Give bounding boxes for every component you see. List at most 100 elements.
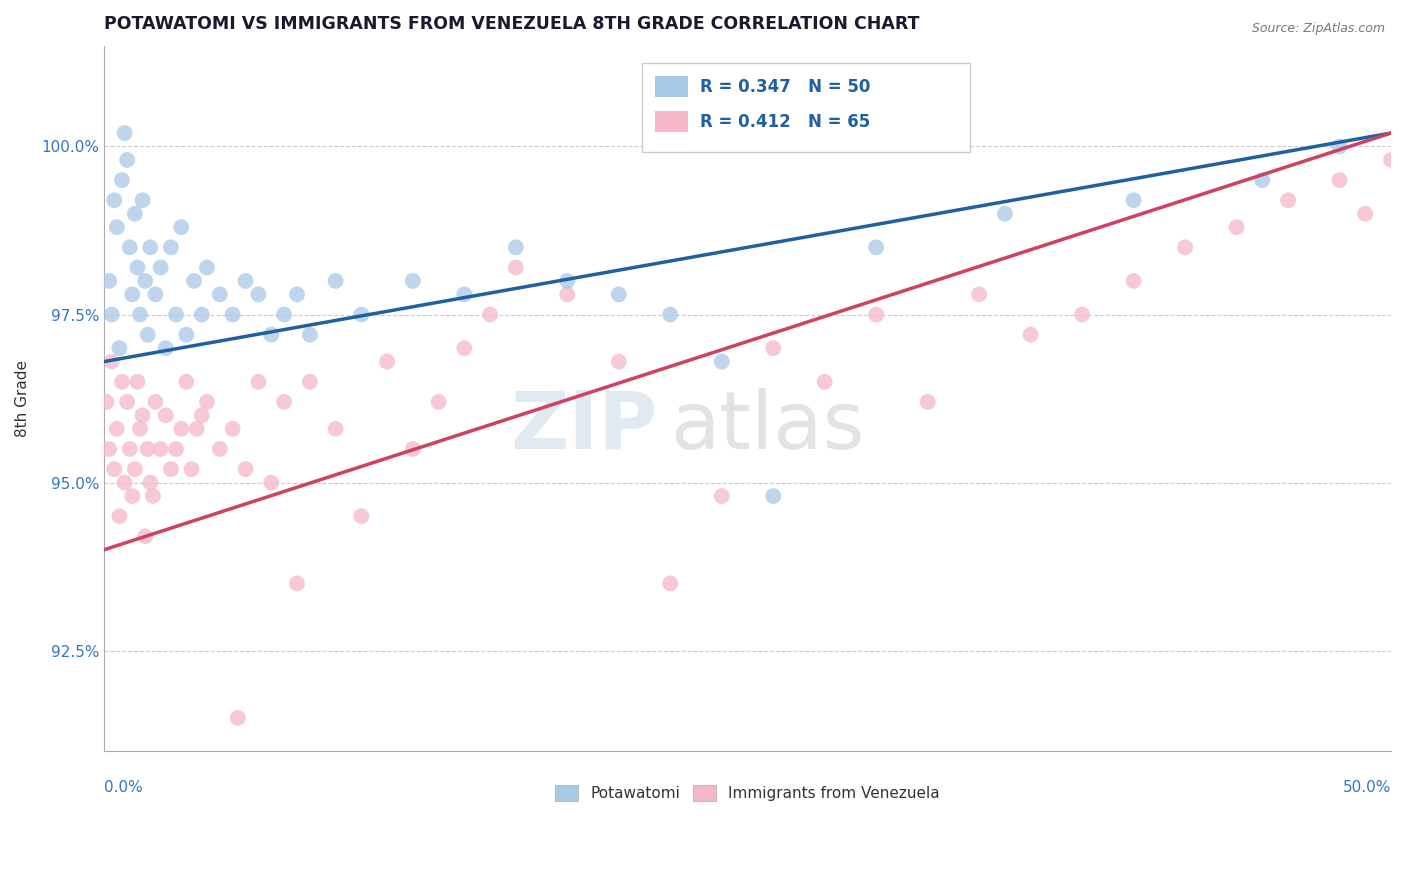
Point: [1329, 139, 1351, 153]
Point: [103, 194, 125, 208]
Point: [710, 354, 733, 368]
Point: [183, 274, 205, 288]
Point: [325, 422, 347, 436]
Point: [114, 126, 136, 140]
Point: [129, 422, 152, 436]
Y-axis label: 8th Grade: 8th Grade: [15, 360, 30, 437]
Point: [402, 442, 425, 456]
Point: [479, 308, 502, 322]
Point: [762, 489, 785, 503]
Point: [1019, 327, 1042, 342]
Point: [191, 308, 214, 322]
Point: [607, 287, 630, 301]
FancyBboxPatch shape: [655, 112, 689, 133]
Point: [115, 153, 138, 167]
Point: [865, 240, 887, 254]
Point: [142, 489, 165, 503]
Point: [247, 375, 270, 389]
Point: [96, 395, 118, 409]
Point: [994, 207, 1017, 221]
Point: [165, 308, 187, 322]
Point: [285, 287, 308, 301]
Point: [127, 260, 149, 275]
Point: [131, 194, 153, 208]
Point: [124, 462, 146, 476]
Point: [208, 442, 231, 456]
Point: [1071, 308, 1094, 322]
Point: [273, 308, 295, 322]
Point: [105, 422, 128, 436]
Text: atlas: atlas: [671, 388, 865, 466]
Point: [260, 475, 283, 490]
Point: [298, 375, 321, 389]
Point: [98, 274, 121, 288]
Point: [247, 287, 270, 301]
Point: [118, 240, 141, 254]
Point: [1122, 274, 1144, 288]
Point: [762, 341, 785, 355]
Point: [165, 442, 187, 456]
Point: [1329, 173, 1351, 187]
Point: [298, 327, 321, 342]
Point: [103, 462, 125, 476]
Point: [195, 260, 218, 275]
Point: [1354, 207, 1376, 221]
Point: [1277, 194, 1299, 208]
Point: [1379, 153, 1402, 167]
Text: R = 0.347   N = 50: R = 0.347 N = 50: [700, 78, 870, 95]
Point: [160, 240, 183, 254]
Point: [129, 308, 152, 322]
Point: [555, 287, 578, 301]
Point: [191, 409, 214, 423]
Point: [145, 395, 167, 409]
Point: [375, 354, 398, 368]
Point: [195, 395, 218, 409]
Point: [136, 442, 159, 456]
Point: [136, 327, 159, 342]
Point: [814, 375, 837, 389]
Point: [607, 354, 630, 368]
Text: POTAWATOMI VS IMMIGRANTS FROM VENEZUELA 8TH GRADE CORRELATION CHART: POTAWATOMI VS IMMIGRANTS FROM VENEZUELA …: [104, 15, 920, 33]
FancyBboxPatch shape: [643, 63, 970, 152]
Point: [105, 220, 128, 235]
Legend: Potawatomi, Immigrants from Venezuela: Potawatomi, Immigrants from Venezuela: [550, 779, 946, 807]
Point: [155, 341, 177, 355]
FancyBboxPatch shape: [655, 76, 689, 97]
Point: [176, 327, 198, 342]
Point: [108, 341, 131, 355]
Point: [100, 308, 122, 322]
Point: [208, 287, 231, 301]
Point: [124, 207, 146, 221]
Point: [145, 287, 167, 301]
Point: [221, 308, 243, 322]
Point: [1122, 194, 1144, 208]
Point: [149, 442, 172, 456]
Text: ZIP: ZIP: [510, 388, 658, 466]
Point: [111, 173, 134, 187]
Text: R = 0.412   N = 65: R = 0.412 N = 65: [700, 113, 870, 131]
Point: [176, 375, 198, 389]
Point: [114, 475, 136, 490]
Point: [100, 354, 122, 368]
Point: [221, 422, 243, 436]
Point: [170, 422, 193, 436]
Point: [98, 442, 121, 456]
Text: Source: ZipAtlas.com: Source: ZipAtlas.com: [1251, 22, 1385, 36]
Point: [149, 260, 172, 275]
Point: [453, 287, 475, 301]
Point: [155, 409, 177, 423]
Point: [186, 422, 208, 436]
Point: [235, 274, 257, 288]
Text: 50.0%: 50.0%: [1343, 780, 1391, 795]
Point: [1225, 220, 1247, 235]
Point: [127, 375, 149, 389]
Point: [160, 462, 183, 476]
Point: [505, 260, 527, 275]
Point: [659, 308, 682, 322]
Text: 0.0%: 0.0%: [104, 780, 143, 795]
Point: [917, 395, 939, 409]
Point: [170, 220, 193, 235]
Point: [121, 287, 143, 301]
Point: [505, 240, 527, 254]
Point: [111, 375, 134, 389]
